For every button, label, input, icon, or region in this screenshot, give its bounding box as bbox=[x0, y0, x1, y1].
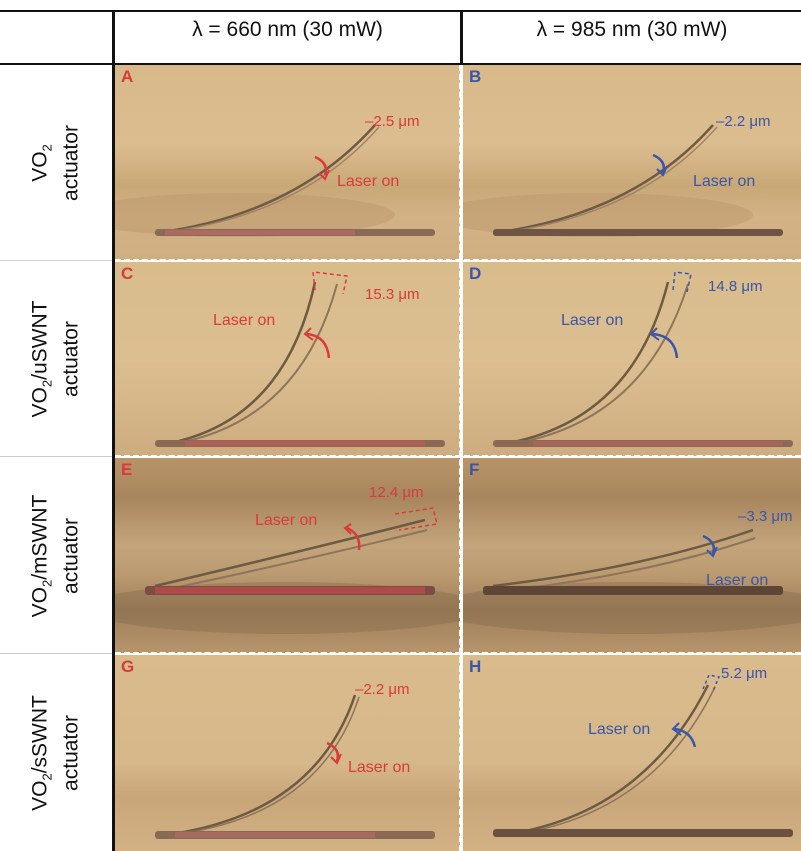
row-label-vo2: VO2 actuator bbox=[28, 124, 83, 201]
laser-on-label-d: Laser on bbox=[561, 312, 624, 329]
label-separator-1 bbox=[0, 260, 112, 261]
measurement-d: 14.8 μm bbox=[708, 278, 763, 295]
panel-c-micrograph bbox=[155, 271, 445, 447]
panel-h-micrograph bbox=[493, 674, 793, 837]
row-divider-2 bbox=[115, 455, 801, 458]
panel-letter-f: F bbox=[469, 460, 480, 479]
laser-on-label-h: Laser on bbox=[588, 721, 651, 738]
panel-d: D 14.8 μm Laser on bbox=[463, 262, 801, 456]
header-col-divider bbox=[460, 10, 463, 65]
panel-letter-c: C bbox=[121, 264, 134, 283]
panel-c: C 15.3 μm Laser on bbox=[115, 262, 460, 456]
laser-on-label-f: Laser on bbox=[706, 572, 769, 589]
panel-b: B –2.2 μm Laser on bbox=[463, 65, 801, 260]
column-divider bbox=[459, 65, 462, 851]
row-label-vo2-mswnt: VO2/mSWNT actuator bbox=[28, 494, 83, 617]
measurement-c: 15.3 μm bbox=[365, 286, 420, 303]
panel-f-micrograph bbox=[463, 528, 801, 634]
panel-b-micrograph bbox=[463, 124, 783, 237]
panel-letter-a: A bbox=[121, 67, 134, 86]
panel-e: E 12.4 μm Laser on bbox=[115, 458, 460, 653]
laser-on-label-e: Laser on bbox=[255, 512, 318, 529]
panel-d-micrograph bbox=[493, 271, 793, 447]
laser-on-label-c: Laser on bbox=[213, 312, 276, 329]
laser-on-label-a: Laser on bbox=[337, 173, 400, 190]
panel-h: H 5.2 μm Laser on bbox=[463, 655, 801, 851]
panel-g: G –2.2 μm Laser on bbox=[115, 655, 460, 851]
row-divider-1 bbox=[115, 259, 801, 262]
row-label-divider bbox=[112, 10, 115, 851]
panel-e-micrograph bbox=[115, 507, 460, 634]
measurement-h: 5.2 μm bbox=[721, 665, 768, 682]
laser-on-label-g: Laser on bbox=[348, 759, 411, 776]
measurement-a: –2.5 μm bbox=[365, 113, 420, 130]
measurement-g: –2.2 μm bbox=[355, 681, 410, 698]
row-label-vo2-uswnt: VO2/uSWNT actuator bbox=[28, 300, 83, 418]
laser-on-label-b: Laser on bbox=[693, 173, 756, 190]
row-label-vo2-sswnt: VO2/sSWNT actuator bbox=[28, 695, 83, 811]
panel-letter-e: E bbox=[121, 460, 133, 479]
label-separator-3 bbox=[0, 653, 112, 654]
panel-letter-h: H bbox=[469, 657, 482, 676]
panel-f: F –3.3 μm Laser on bbox=[463, 458, 801, 653]
panel-letter-d: D bbox=[469, 264, 482, 283]
row-divider-3 bbox=[115, 652, 801, 655]
label-separator-2 bbox=[0, 456, 112, 457]
header-top-border bbox=[0, 10, 801, 12]
panel-a: A –2.5 μm Laser on bbox=[115, 65, 460, 260]
panel-a-micrograph bbox=[115, 124, 435, 237]
column-title-660nm: λ = 660 nm (30 mW) bbox=[192, 18, 383, 41]
header-bottom-border bbox=[0, 63, 801, 65]
measurement-f: –3.3 μm bbox=[738, 508, 793, 525]
column-title-985nm: λ = 985 nm (30 mW) bbox=[536, 18, 728, 41]
measurement-e: 12.4 μm bbox=[369, 484, 424, 501]
panel-g-micrograph bbox=[155, 694, 435, 839]
panel-letter-g: G bbox=[121, 657, 135, 676]
panel-letter-b: B bbox=[469, 67, 482, 86]
measurement-b: –2.2 μm bbox=[716, 113, 771, 130]
